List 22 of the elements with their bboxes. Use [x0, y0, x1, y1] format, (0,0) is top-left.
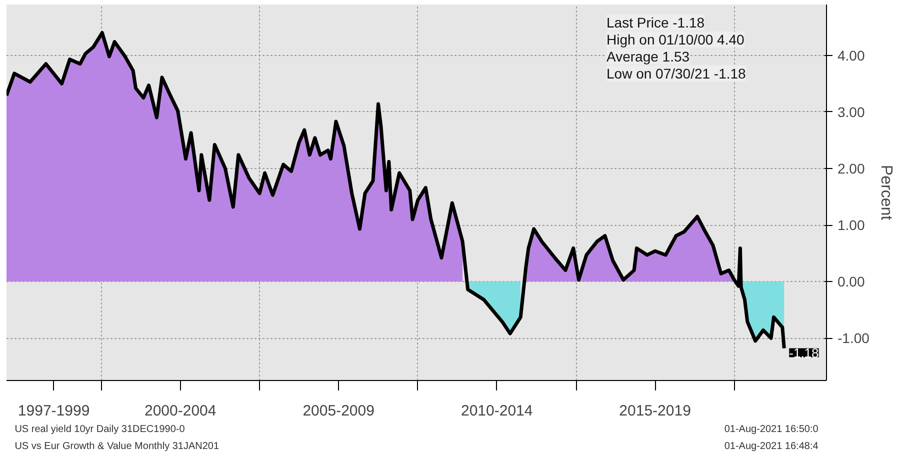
x-tick-label: 1997-1999	[18, 402, 90, 420]
annotation: Last Price -1.18	[606, 14, 705, 30]
annotation: -1.18	[789, 345, 819, 360]
annotation: High on 01/10/00 4.40	[606, 32, 744, 48]
text: 01-Aug-2021 16:48:4	[724, 441, 819, 452]
y-tick-label: -1.00	[838, 330, 870, 346]
y-tick-label: 2.00	[838, 160, 865, 176]
annotation: Low on 07/30/21 -1.18	[606, 66, 746, 82]
annotation: Average 1.53	[606, 48, 690, 64]
x-tick-label: 2010-2014	[460, 402, 533, 420]
line-series	[6, 31, 786, 350]
y-tick-label: 3.00	[838, 104, 865, 120]
y-tick-label: 0.00	[838, 274, 865, 290]
y-tick-label: 1.00	[838, 217, 865, 234]
text: 01-Aug-2021 16:50:0	[724, 424, 819, 435]
y-tick-label: 4.00	[838, 47, 865, 64]
x-tick-label: 2005-2009	[302, 402, 374, 420]
y-axis-title: Percent	[877, 164, 894, 221]
text: US real yield 10yr Daily 31DEC1990-0	[14, 424, 186, 435]
x-tick-label: 2015-2019	[619, 402, 691, 420]
text: US vs Eur Growth & Value Monthly 31JAN201	[14, 441, 220, 452]
x-tick-label: 2000-2004	[144, 402, 216, 420]
